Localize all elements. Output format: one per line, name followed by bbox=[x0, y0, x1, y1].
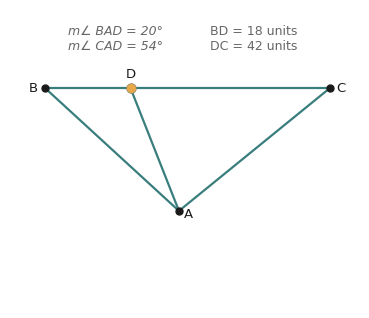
Text: m∠ CAD = 54°: m∠ CAD = 54° bbox=[68, 40, 163, 53]
Text: A: A bbox=[184, 208, 193, 221]
Text: B: B bbox=[28, 81, 38, 94]
Text: BD = 18 units: BD = 18 units bbox=[210, 25, 297, 38]
Text: m∠ BAD = 20°: m∠ BAD = 20° bbox=[68, 25, 163, 38]
Text: DC = 42 units: DC = 42 units bbox=[210, 40, 297, 53]
Text: D: D bbox=[125, 67, 135, 80]
Text: C: C bbox=[337, 81, 346, 94]
